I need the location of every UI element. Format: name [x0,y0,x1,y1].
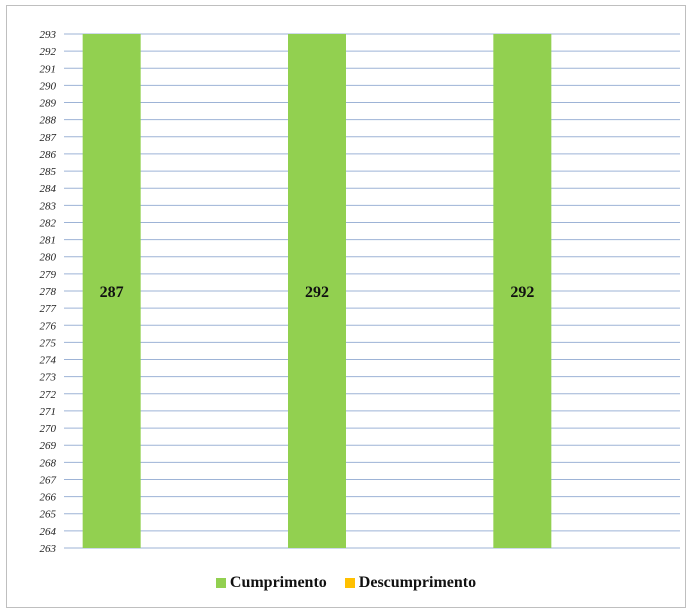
y-tick-label: 269 [40,440,57,452]
y-tick-label: 277 [40,303,57,315]
legend-label-cumprimento: Cumprimento [229,574,327,591]
y-tick-label: 276 [40,320,57,332]
legend-swatch-descumprimento [344,578,355,588]
y-tick-label: 286 [40,149,57,161]
y-tick-label: 283 [40,200,57,212]
y-tick-label: 280 [40,252,57,264]
y-tick-label: 271 [40,406,57,418]
y-tick-label: 278 [40,286,57,298]
y-tick-label: 290 [40,80,57,92]
data-label-cumprimento-2: 292 [305,284,329,301]
y-tick-label: 289 [40,98,57,110]
y-tick-label: 279 [40,269,57,281]
y-tick-label: 265 [40,509,57,521]
y-tick-label: 282 [40,217,57,229]
y-tick-label: 287 [40,132,57,144]
bar-cumprimento-2 [288,34,346,548]
y-tick-label: 292 [40,46,57,58]
legend-swatch-cumprimento [215,578,226,588]
data-label-cumprimento-3: 292 [510,284,534,301]
y-tick-label: 264 [40,526,57,538]
legend-item-cumprimento: Cumprimento [215,574,327,592]
y-tick-label: 266 [40,492,57,504]
y-tick-label: 268 [40,457,57,469]
data-labels: 287629212921 [100,284,535,301]
y-tick-label: 272 [40,389,57,401]
y-tick-label: 273 [40,372,57,384]
gridlines [64,33,680,549]
y-tick-label: 285 [40,166,57,178]
y-tick-label: 293 [40,29,57,41]
y-tick-label: 267 [40,474,57,486]
bar-cumprimento-3 [493,34,552,548]
y-tick-label: 263 [40,543,57,555]
y-tick-label: 281 [40,235,57,247]
y-tick-label: 291 [40,63,57,75]
y-tick-label: 288 [40,115,57,127]
y-tick-label: 274 [40,355,57,367]
bar-cumprimento-1 [82,34,141,548]
y-tick-label: 270 [40,423,57,435]
y-axis-ticks: 263 264 265 266 267 268 269 270 271 272 273 274 275 2… [40,29,57,555]
bars [82,34,552,548]
data-label-cumprimento-1: 287 [100,284,124,301]
y-tick-label: 275 [40,337,57,349]
legend: Cumprimento Descumprimento [0,574,692,592]
legend-label-descumprimento: Descumprimento [358,574,477,591]
y-tick-label: 284 [40,183,57,195]
legend-item-descumprimento: Descumprimento [344,574,477,592]
